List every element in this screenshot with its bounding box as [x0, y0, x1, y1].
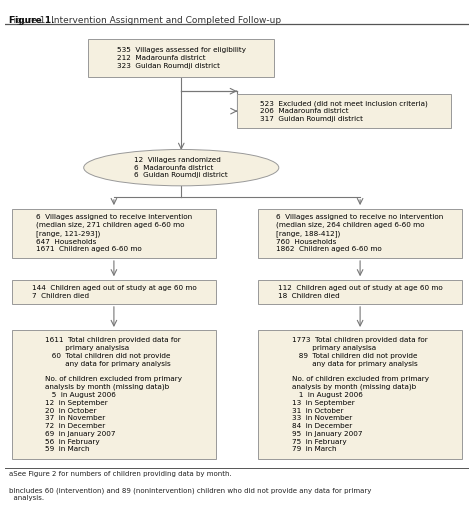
FancyBboxPatch shape [258, 280, 462, 304]
Text: 6  Villages assigned to receive no intervention
(median size, 264 children aged : 6 Villages assigned to receive no interv… [276, 214, 444, 252]
FancyBboxPatch shape [258, 209, 462, 258]
Ellipse shape [84, 149, 279, 186]
Text: 144  Children aged out of study at age 60 mo
7  Children died: 144 Children aged out of study at age 60… [32, 285, 196, 299]
FancyBboxPatch shape [12, 280, 216, 304]
Text: aSee Figure 2 for numbers of children providing data by month.: aSee Figure 2 for numbers of children pr… [9, 471, 232, 477]
Text: Figure 1.: Figure 1. [9, 16, 55, 25]
FancyBboxPatch shape [88, 39, 274, 77]
FancyBboxPatch shape [258, 331, 462, 459]
Text: 1611  Total children provided data for
         primary analysisa
   60  Total c: 1611 Total children provided data for pr… [46, 337, 182, 452]
Text: 1773  Total children provided data for
         primary analysisa
   89  Total c: 1773 Total children provided data for pr… [292, 337, 428, 452]
Text: 535  Villages assessed for eligibility
212  Madarounfa district
323  Guidan Roum: 535 Villages assessed for eligibility 21… [117, 47, 246, 69]
Text: 6  Villages assigned to receive intervention
(median size, 271 children aged 6-6: 6 Villages assigned to receive intervent… [36, 214, 192, 252]
FancyBboxPatch shape [12, 331, 216, 459]
Text: Figure 1. Intervention Assignment and Completed Follow-up: Figure 1. Intervention Assignment and Co… [9, 16, 282, 25]
FancyBboxPatch shape [12, 209, 216, 258]
FancyBboxPatch shape [237, 94, 451, 128]
Text: 12  Villages randomized
6  Madarounfa district
6  Guidan Roumdji district: 12 Villages randomized 6 Madarounfa dist… [135, 157, 228, 178]
Text: 523  Excluded (did not meet inclusion criteria)
206  Madarounfa district
317  Gu: 523 Excluded (did not meet inclusion cri… [260, 100, 428, 122]
Text: 112  Children aged out of study at age 60 mo
18  Children died: 112 Children aged out of study at age 60… [278, 285, 442, 299]
Text: bIncludes 60 (intervention) and 89 (nonintervention) children who did not provid: bIncludes 60 (intervention) and 89 (noni… [9, 487, 372, 501]
